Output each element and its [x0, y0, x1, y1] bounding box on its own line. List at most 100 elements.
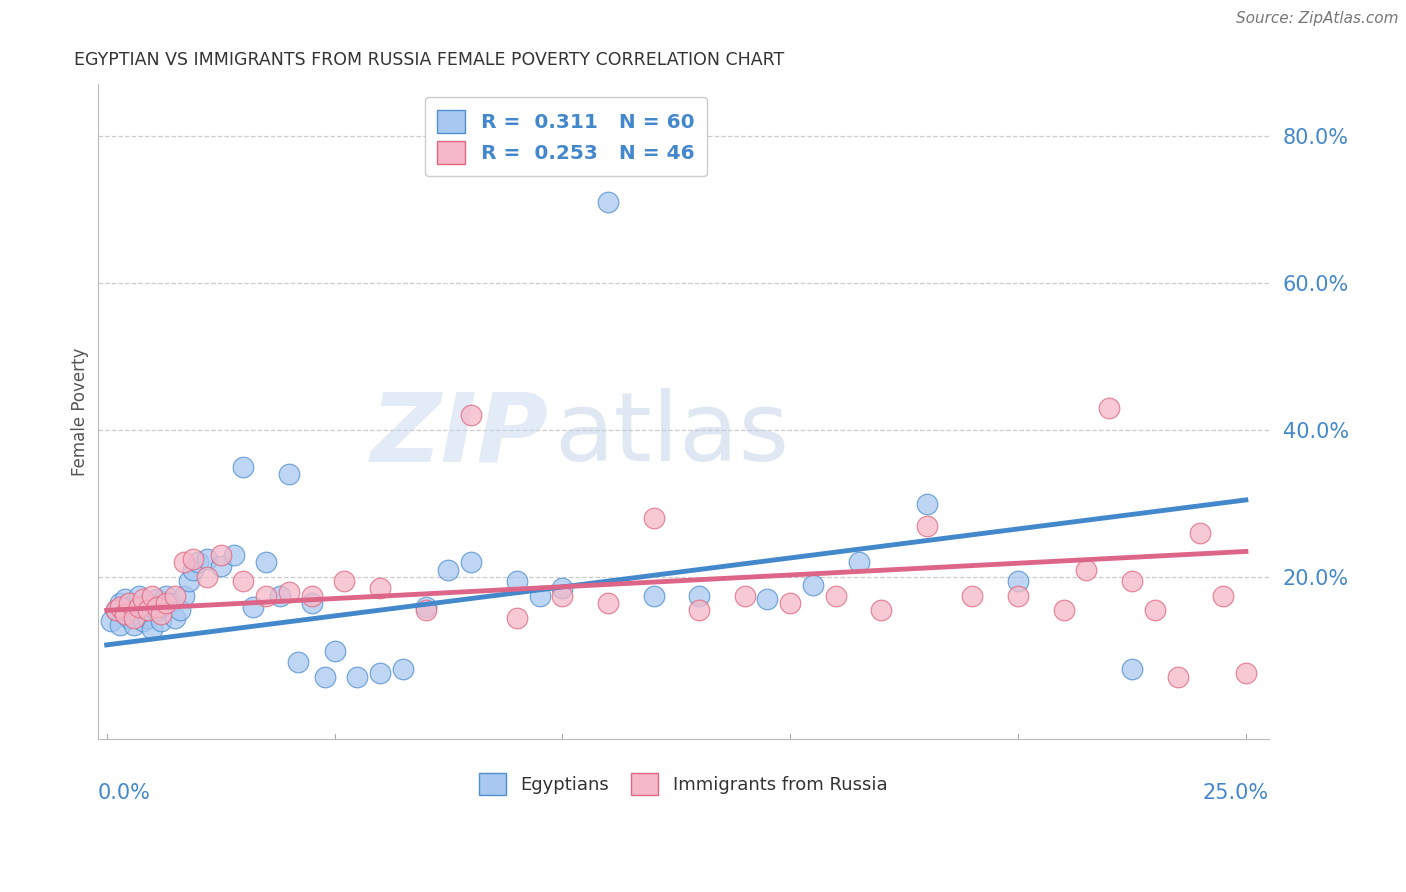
Point: [128, 599, 150, 614]
Point: [1167, 669, 1189, 683]
Point: [643, 589, 665, 603]
Point: [1189, 526, 1212, 541]
Point: [332, 574, 354, 588]
Point: [301, 589, 323, 603]
Point: [195, 551, 218, 566]
Point: [506, 610, 529, 624]
Point: [848, 556, 870, 570]
Point: [460, 409, 482, 423]
Point: [173, 556, 195, 570]
Point: [915, 518, 938, 533]
Point: [1098, 401, 1121, 415]
Point: [962, 589, 984, 603]
Point: [104, 603, 127, 617]
Point: [269, 589, 291, 603]
Point: [323, 644, 346, 658]
Point: [163, 589, 186, 603]
Point: [392, 662, 415, 676]
Point: [110, 618, 132, 632]
Point: [596, 194, 619, 209]
Y-axis label: Female Poverty: Female Poverty: [72, 347, 89, 475]
Point: [870, 603, 893, 617]
Point: [118, 596, 141, 610]
Text: ZIP: ZIP: [371, 388, 548, 481]
Point: [110, 599, 132, 614]
Point: [141, 622, 163, 636]
Point: [415, 603, 437, 617]
Point: [114, 607, 136, 621]
Point: [756, 592, 779, 607]
Point: [779, 596, 801, 610]
Point: [437, 563, 460, 577]
Point: [163, 610, 186, 624]
Point: [460, 556, 482, 570]
Point: [128, 589, 150, 603]
Legend: Egyptians, Immigrants from Russia: Egyptians, Immigrants from Russia: [472, 765, 894, 802]
Point: [181, 551, 204, 566]
Point: [232, 574, 254, 588]
Point: [287, 655, 309, 669]
Point: [232, 459, 254, 474]
Point: [122, 618, 145, 632]
Point: [187, 556, 209, 570]
Point: [209, 548, 232, 562]
Point: [224, 548, 246, 562]
Point: [506, 574, 529, 588]
Point: [314, 669, 336, 683]
Point: [177, 574, 200, 588]
Text: atlas: atlas: [554, 388, 789, 481]
Point: [104, 603, 127, 617]
Point: [209, 559, 232, 574]
Point: [195, 570, 218, 584]
Point: [118, 599, 141, 614]
Point: [278, 585, 301, 599]
Point: [368, 581, 391, 595]
Point: [114, 607, 136, 621]
Point: [801, 577, 824, 591]
Point: [146, 603, 169, 617]
Point: [136, 603, 159, 617]
Point: [551, 589, 574, 603]
Point: [155, 589, 177, 603]
Text: Source: ZipAtlas.com: Source: ZipAtlas.com: [1236, 11, 1399, 26]
Point: [146, 599, 169, 614]
Point: [146, 592, 169, 607]
Point: [132, 599, 155, 614]
Point: [278, 467, 301, 482]
Point: [254, 556, 277, 570]
Point: [100, 615, 122, 629]
Point: [136, 596, 159, 610]
Point: [132, 592, 155, 607]
Point: [1212, 589, 1234, 603]
Point: [1143, 603, 1166, 617]
Point: [415, 599, 437, 614]
Point: [1007, 574, 1029, 588]
Point: [242, 599, 264, 614]
Point: [1234, 665, 1257, 680]
Point: [141, 599, 163, 614]
Point: [688, 603, 710, 617]
Point: [1007, 589, 1029, 603]
Point: [596, 596, 619, 610]
Text: 0.0%: 0.0%: [97, 783, 150, 803]
Point: [529, 589, 551, 603]
Point: [915, 497, 938, 511]
Point: [301, 596, 323, 610]
Point: [141, 589, 163, 603]
Text: EGYPTIAN VS IMMIGRANTS FROM RUSSIA FEMALE POVERTY CORRELATION CHART: EGYPTIAN VS IMMIGRANTS FROM RUSSIA FEMAL…: [75, 51, 785, 69]
Point: [346, 669, 368, 683]
Point: [173, 589, 195, 603]
Point: [643, 511, 665, 525]
Point: [368, 665, 391, 680]
Point: [734, 589, 756, 603]
Point: [122, 603, 145, 617]
Point: [118, 610, 141, 624]
Point: [169, 603, 191, 617]
Point: [150, 599, 173, 614]
Point: [132, 615, 155, 629]
Point: [110, 596, 132, 610]
Point: [150, 607, 173, 621]
Point: [824, 589, 846, 603]
Point: [1076, 563, 1098, 577]
Point: [1121, 574, 1143, 588]
